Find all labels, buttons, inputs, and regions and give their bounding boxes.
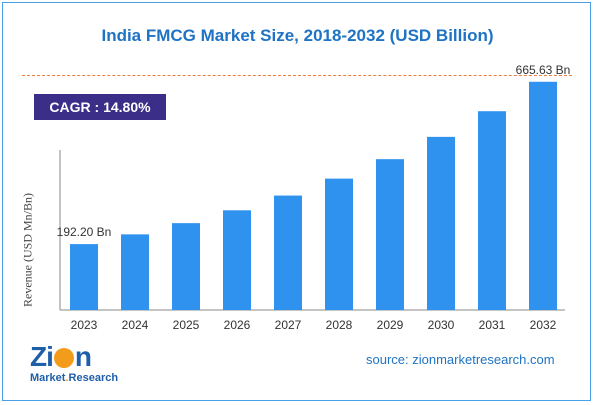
x-tick-label-2027: 2027 [275,318,302,332]
cagr-badge: CAGR : 14.80% [34,94,166,120]
logo-wordmark: Zi n [30,341,92,372]
bar-2024 [121,234,149,310]
bar-2031 [478,111,506,310]
x-tick-label-2032: 2032 [530,318,557,332]
bar-2029 [376,159,404,310]
bar-2026 [223,210,251,310]
x-tick-label-2029: 2029 [377,318,404,332]
x-tick-label-2031: 2031 [479,318,506,332]
bar-2025 [172,223,200,310]
logo-subtext: Market.Research [30,372,119,384]
bar-2023 [70,244,98,310]
x-tick-label-2028: 2028 [326,318,353,332]
zion-logo: Zi n Market.Research [30,343,130,395]
bar-2027 [274,195,302,310]
bar-2030 [427,136,455,310]
bar-2032 [529,81,557,310]
x-tick-label-2023: 2023 [71,318,98,332]
x-tick-label-2026: 2026 [224,318,251,332]
x-tick-label-2025: 2025 [173,318,200,332]
data-label-2032: 665.63 Bn [516,63,571,77]
bar-2028 [325,178,353,310]
source-note: source: zionmarketresearch.com [366,352,555,367]
x-tick-label-2030: 2030 [428,318,455,332]
data-label-2023: 192.20 Bn [57,225,112,239]
title-divider [22,75,572,76]
chart-title: India FMCG Market Size, 2018-2032 (USD B… [101,26,494,45]
x-tick-label-2024: 2024 [122,318,149,332]
